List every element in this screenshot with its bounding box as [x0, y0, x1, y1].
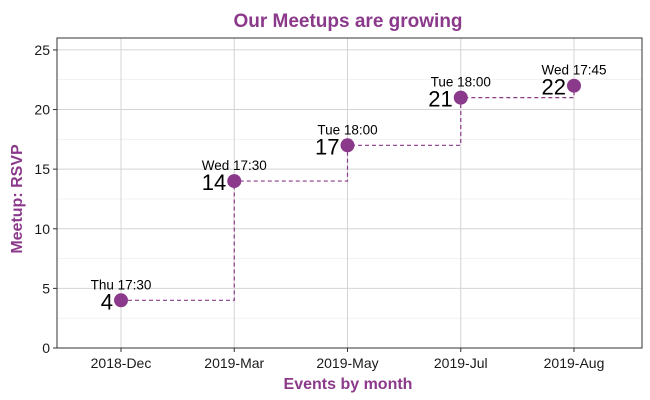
y-tick-label: 25	[34, 42, 50, 58]
point-time-label: Thu 17:30	[91, 277, 152, 292]
data-points	[114, 78, 581, 308]
y-tick-label: 15	[34, 161, 50, 177]
y-tick-label: 20	[34, 102, 50, 118]
point-time-label: Wed 17:30	[202, 158, 267, 173]
y-tick-label: 10	[34, 221, 50, 237]
y-tick-label: 5	[42, 280, 50, 296]
point-time-label: Wed 17:45	[541, 63, 606, 78]
point-value-label: 17	[315, 134, 339, 159]
point-time-label: Tue 18:00	[431, 75, 491, 90]
data-point	[453, 90, 468, 105]
data-point	[114, 293, 128, 308]
y-axis-title: Meetup: RSVP	[9, 144, 26, 254]
x-axis-title: Events by month	[284, 376, 413, 393]
x-tick-label: 2018-Dec	[91, 355, 152, 371]
point-value-label: 21	[428, 87, 452, 112]
point-time-label: Tue 18:00	[317, 122, 377, 137]
data-point	[567, 78, 581, 93]
x-tick-label: 2019-May	[316, 355, 378, 371]
chart-title: Our Meetups are growing	[233, 11, 462, 32]
plot-panel-border	[56, 37, 643, 349]
x-tick-label: 2019-Mar	[204, 355, 264, 371]
y-tick-label: 0	[42, 340, 50, 356]
x-axis: 2018-Dec 2019-Mar 2019-May 2019-Jul 2019-Aug	[91, 348, 605, 371]
point-value-label: 22	[542, 75, 566, 100]
point-value-label: 14	[202, 170, 226, 195]
point-value-label: 4	[101, 289, 113, 314]
y-axis: 0 5 10 15 20 25	[34, 42, 57, 356]
x-tick-label: 2019-Jul	[434, 355, 488, 371]
data-point	[340, 138, 355, 153]
data-point	[227, 174, 242, 189]
x-tick-label: 2019-Aug	[544, 355, 605, 371]
